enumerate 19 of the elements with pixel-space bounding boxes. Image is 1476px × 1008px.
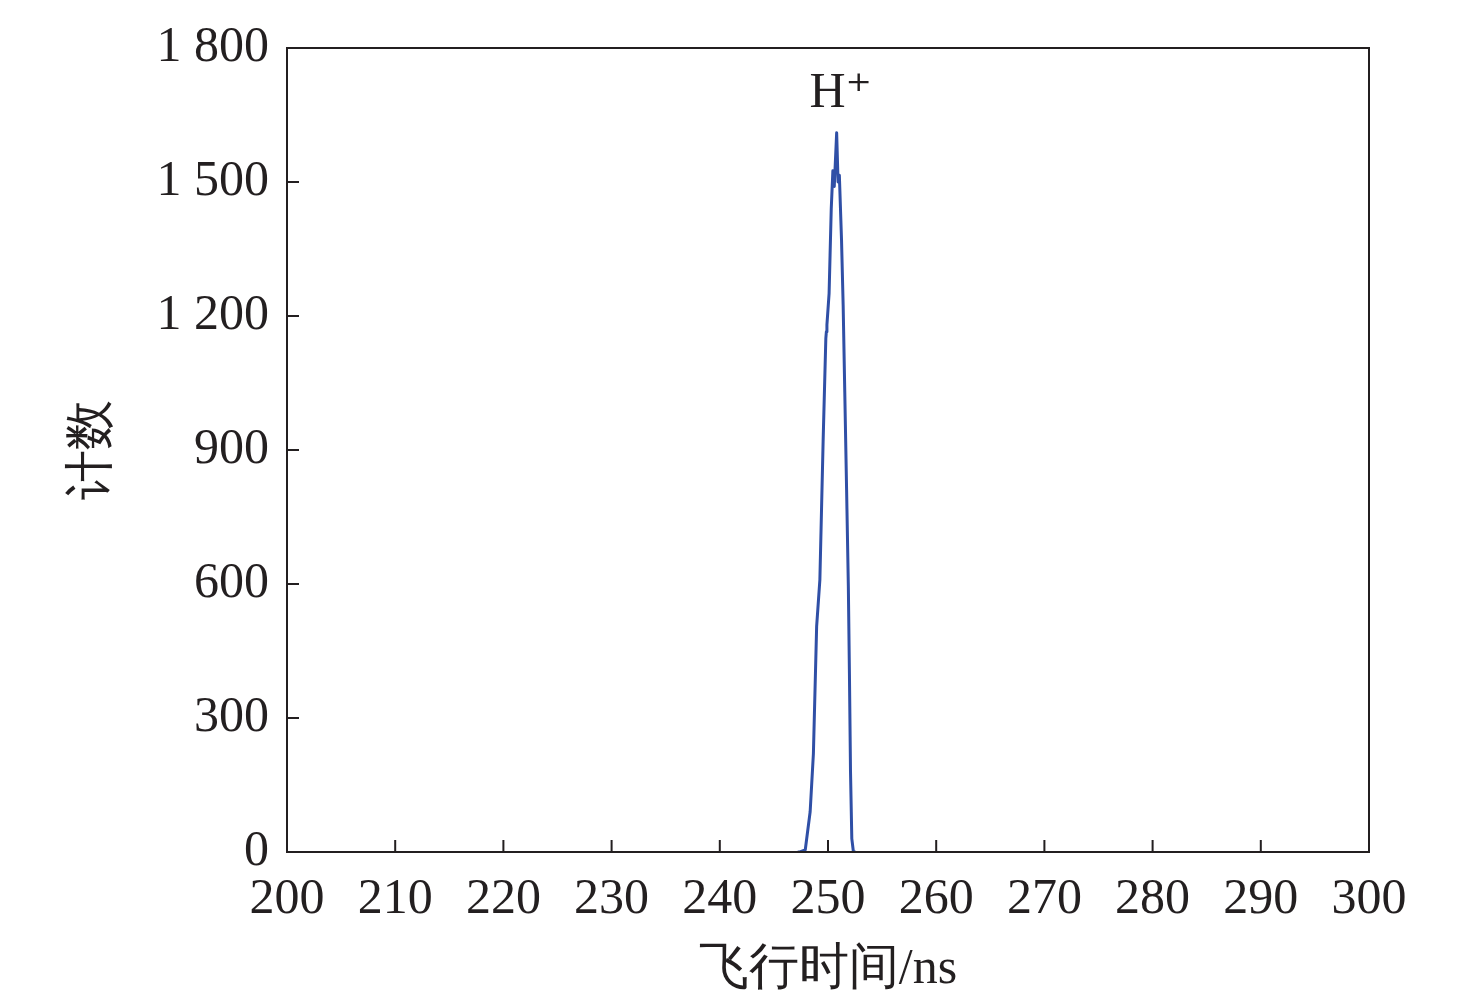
y-tick-label: 600 <box>194 552 269 609</box>
x-tick-label: 300 <box>1331 868 1407 925</box>
x-tick-label: 240 <box>682 868 758 925</box>
x-tick-label: 250 <box>790 868 866 925</box>
y-tick-label: 1 500 <box>156 150 269 207</box>
y-tick-label: 1 800 <box>156 16 269 73</box>
x-tick-label: 280 <box>1115 868 1191 925</box>
y-tick-label: 300 <box>194 686 269 743</box>
y-tick-label: 1 200 <box>156 284 269 341</box>
x-tick-label: 260 <box>898 868 974 925</box>
x-tick-label: 290 <box>1223 868 1299 925</box>
x-tick-label: 210 <box>357 868 433 925</box>
annotation: H⁺ <box>809 61 872 118</box>
x-tick-label: 270 <box>1006 868 1082 925</box>
x-tick-label: 220 <box>465 868 541 925</box>
y-axis-title: 计数 <box>61 400 118 500</box>
x-axis-title: 飞行时间/ns <box>698 938 958 995</box>
y-tick-label: 900 <box>194 418 269 475</box>
x-tick-label: 230 <box>574 868 650 925</box>
